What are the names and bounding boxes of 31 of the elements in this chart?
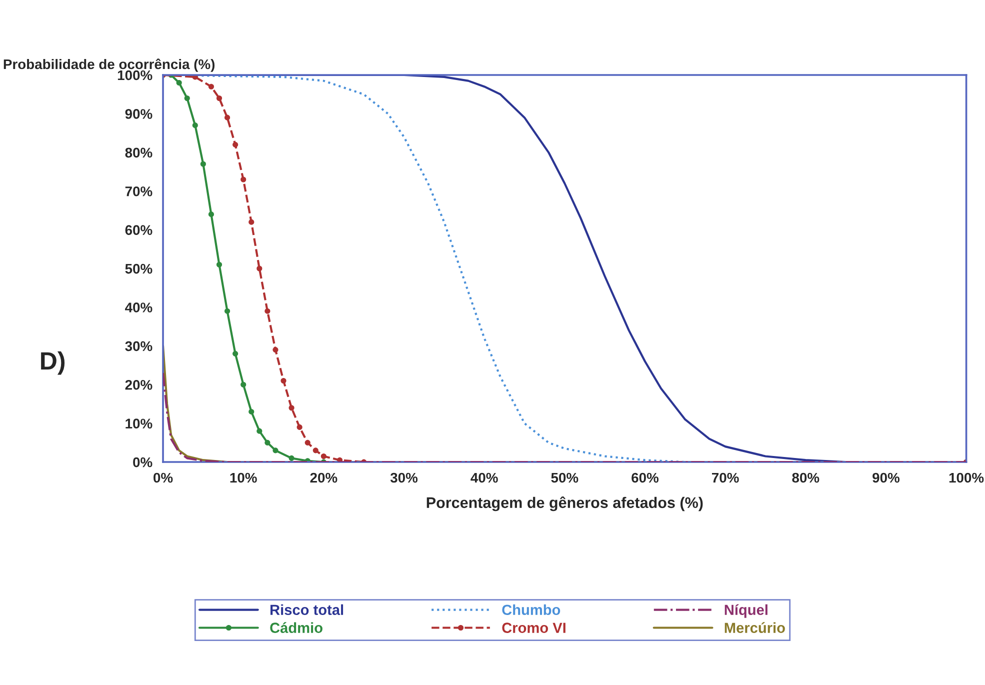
x-axis-title: Porcentagem de gêneros afetados (%) (426, 496, 703, 512)
y-tick-label: 30% (125, 341, 152, 352)
legend-label: Mercúrio (724, 622, 785, 633)
y-tick-label: 50% (125, 264, 152, 274)
y-tick-label: 10% (126, 418, 152, 428)
y-tick-label: 40% (125, 302, 152, 312)
x-tick-label: 70% (712, 472, 739, 483)
x-tick-label: 90% (872, 472, 900, 483)
legend-label: Cádmio (270, 622, 322, 633)
y-tick-label: 100% (118, 70, 152, 80)
x-tick-label: 0% (154, 472, 173, 483)
y-tick-label: 70% (125, 186, 152, 196)
x-tick-label: 50% (551, 472, 578, 483)
legend-label: Risco total (270, 604, 344, 616)
y-axis-title: Probabilidade de ocorrência (%) (4, 58, 215, 72)
y-tick-label: 20% (125, 380, 152, 390)
x-tick-label: 40% (470, 472, 498, 483)
y-tick-label: 0% (133, 457, 152, 468)
legend-label: Níquel (724, 604, 768, 618)
y-tick-label: 90% (125, 109, 152, 119)
y-tick-label: 80% (125, 148, 152, 158)
legend-label: Cromo VI (502, 622, 566, 633)
x-tick-label: 60% (632, 472, 659, 483)
x-tick-label: 100% (949, 472, 984, 483)
x-tick-label: 30% (390, 472, 418, 483)
x-tick-label: 20% (310, 472, 338, 483)
legend-label: Chumbo (502, 604, 560, 616)
x-tick-label: 80% (792, 472, 820, 483)
text: D) (41, 351, 65, 375)
x-tick-label: 10% (230, 472, 257, 483)
y-tick-label: 60% (125, 225, 152, 235)
